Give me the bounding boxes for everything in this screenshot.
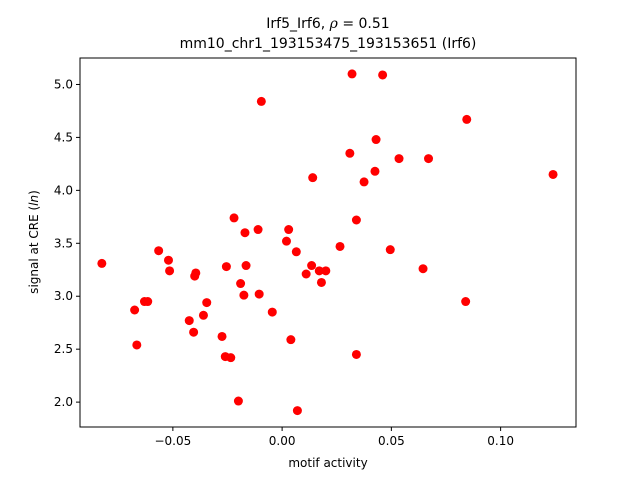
- data-point: [221, 262, 231, 272]
- data-point: [184, 316, 194, 326]
- data-point: [370, 166, 380, 176]
- y-tick-label: 2.5: [54, 342, 73, 356]
- data-point: [226, 353, 236, 363]
- data-point: [385, 245, 395, 255]
- plot-area-frame: [79, 57, 577, 428]
- data-point: [284, 225, 294, 235]
- y-tick-label: 4.0: [54, 183, 73, 197]
- data-point: [97, 258, 107, 268]
- data-point: [286, 335, 296, 345]
- data-point: [239, 290, 249, 300]
- y-tick-label: 5.0: [54, 77, 73, 91]
- x-tick-label: −0.05: [154, 434, 191, 448]
- data-point: [163, 255, 173, 265]
- data-points: [97, 69, 558, 416]
- data-point: [267, 307, 277, 317]
- data-point: [321, 266, 331, 276]
- data-point: [378, 70, 388, 80]
- data-point: [241, 261, 251, 271]
- data-point: [281, 236, 291, 246]
- y-tick-label: 4.5: [54, 130, 73, 144]
- y-tick-label: 3.0: [54, 289, 73, 303]
- data-point: [461, 297, 471, 307]
- data-point: [240, 228, 250, 238]
- data-point: [359, 177, 369, 187]
- data-point: [308, 173, 318, 183]
- data-point: [165, 266, 175, 276]
- data-point: [307, 261, 317, 271]
- data-point: [154, 246, 164, 256]
- x-tick-label: 0.10: [487, 434, 514, 448]
- data-point: [301, 269, 311, 279]
- data-point: [345, 148, 355, 158]
- data-point: [236, 279, 246, 289]
- data-point: [335, 241, 345, 251]
- data-point: [217, 331, 227, 341]
- y-axis-label: signal at CRE (ln): [27, 190, 41, 294]
- data-point: [314, 266, 324, 276]
- data-point: [316, 277, 326, 287]
- y-tick-label: 3.5: [54, 236, 73, 250]
- chart-title-line1: Irf5_Irf6, ρ = 0.51: [266, 16, 389, 32]
- data-point: [424, 154, 434, 164]
- x-tick-label: 0.05: [378, 434, 405, 448]
- data-point: [191, 268, 201, 278]
- data-point: [351, 215, 361, 225]
- data-point: [347, 69, 357, 79]
- data-point: [371, 135, 381, 145]
- data-point: [130, 305, 140, 315]
- data-point: [548, 169, 558, 179]
- data-point: [292, 406, 302, 416]
- x-axis-label: motif activity: [288, 456, 367, 470]
- data-point: [462, 114, 472, 124]
- data-point: [256, 96, 266, 106]
- data-point: [418, 264, 428, 274]
- chart-title-line2: mm10_chr1_193153475_193153651 (Irf6): [180, 36, 477, 52]
- data-point: [143, 297, 153, 307]
- data-point: [198, 310, 208, 320]
- data-point: [254, 289, 264, 299]
- data-point: [202, 298, 212, 308]
- data-point: [253, 225, 263, 235]
- data-point: [132, 340, 142, 350]
- data-point: [291, 247, 301, 257]
- y-tick-label: 2.0: [54, 395, 73, 409]
- axis-ticks: −0.05 0.00 0.05 0.10 2.0 2.5 3.0 3.5 4.0 4.5 5.0: [54, 77, 514, 448]
- data-point: [351, 349, 361, 359]
- data-point: [233, 396, 243, 406]
- x-tick-label: 0.00: [269, 434, 296, 448]
- data-point: [189, 327, 199, 337]
- data-point: [394, 154, 404, 164]
- data-point: [229, 213, 239, 223]
